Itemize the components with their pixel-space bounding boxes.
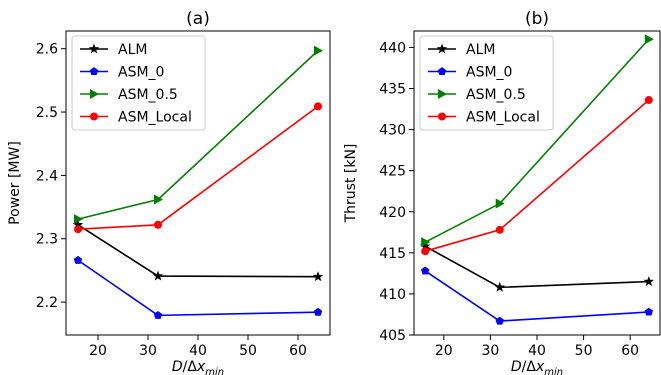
legend-label: ASM_Local xyxy=(118,110,192,126)
plot-frame xyxy=(65,30,331,336)
series-line-asm-0 xyxy=(424,270,649,322)
x-tick-label: 60 xyxy=(621,343,639,359)
x-tick-label: 40 xyxy=(189,343,207,359)
legend-marker xyxy=(438,112,446,121)
legend-label: ASM_0 xyxy=(466,65,512,81)
y-tick-label: 425 xyxy=(379,164,406,180)
data-point xyxy=(312,271,324,282)
x-tick-label: 30 xyxy=(139,343,157,359)
legend-label: ASM_0 xyxy=(118,65,164,81)
data-point xyxy=(153,310,163,319)
panel-b: (b) 20 30 40 50 60 405 410 415 420 425 430 435 440 D/Δ… xyxy=(343,9,661,375)
y-tick-label: 2.3 xyxy=(36,232,58,248)
legend-marker xyxy=(88,43,100,54)
x-tick-label: 60 xyxy=(289,343,307,359)
series-line-alm xyxy=(424,245,649,289)
y-tick-label: 2.6 xyxy=(36,42,58,58)
series-line-alm xyxy=(77,224,319,278)
y-tick-label: 415 xyxy=(379,246,406,262)
legend-label: ASM_0.5 xyxy=(118,87,178,103)
y-tick-label: 410 xyxy=(379,287,406,303)
panel-a: (a) 20 30 40 50 60 2.2 2.3 2.4 2.5 2.6 D/Δxmin Power… xyxy=(7,9,331,375)
data-point xyxy=(644,96,653,105)
y-tick-label: 430 xyxy=(379,123,406,139)
y-axis-label: Thrust [kN] xyxy=(343,144,359,224)
data-point xyxy=(421,247,430,256)
data-point xyxy=(495,316,504,325)
y-tick-label: 420 xyxy=(379,205,406,221)
legend-marker xyxy=(437,67,447,76)
data-point xyxy=(495,198,505,209)
chart-title: (a) xyxy=(186,9,210,29)
y-axis-label: Power [MW] xyxy=(7,141,23,225)
x-tick-label: 20 xyxy=(89,343,107,359)
x-axis-label: D/Δxmin xyxy=(511,359,563,375)
data-point xyxy=(154,220,162,229)
legend-label: ASM_0.5 xyxy=(466,87,526,103)
data-point xyxy=(74,214,83,225)
chart-title: (b) xyxy=(525,9,549,29)
legend-marker xyxy=(90,89,99,99)
data-point xyxy=(643,276,655,287)
legend-label: ASM_Local xyxy=(466,110,540,126)
legend-marker xyxy=(438,89,447,99)
data-point xyxy=(154,194,163,205)
x-tick-label: 20 xyxy=(435,343,453,359)
data-point xyxy=(644,34,654,45)
plot-frame xyxy=(413,30,661,336)
data-point xyxy=(495,225,504,234)
legend-box xyxy=(419,35,554,131)
data-point xyxy=(421,237,431,248)
x-tick-label: 30 xyxy=(481,343,499,359)
legend-marker xyxy=(90,112,98,121)
y-tick-label: 2.4 xyxy=(36,168,58,184)
legend-label: ALM xyxy=(118,42,147,58)
y-tick-label: 2.2 xyxy=(36,295,58,311)
data-point xyxy=(152,270,164,281)
data-point xyxy=(313,307,323,316)
legend-label: ALM xyxy=(466,42,495,58)
x-tick-label: 50 xyxy=(239,343,257,359)
data-point xyxy=(74,225,82,234)
data-point xyxy=(419,240,431,251)
series-line-asm-0 xyxy=(77,259,319,317)
x-tick-label: 40 xyxy=(528,343,546,359)
y-tick-label: 2.5 xyxy=(36,105,58,121)
x-tick-label: 50 xyxy=(575,343,593,359)
legend-marker xyxy=(89,67,99,76)
legend-box xyxy=(71,35,206,131)
data-point xyxy=(73,255,83,264)
data-point xyxy=(72,219,84,230)
data-point xyxy=(494,281,505,292)
data-point xyxy=(314,45,323,56)
data-point xyxy=(421,266,430,275)
data-point xyxy=(644,307,653,316)
y-tick-label: 440 xyxy=(379,40,406,56)
y-tick-label: 435 xyxy=(379,82,406,98)
legend-marker xyxy=(436,43,448,54)
data-point xyxy=(314,102,322,111)
x-axis-label: D/Δxmin xyxy=(172,359,224,375)
y-tick-label: 405 xyxy=(379,328,406,344)
